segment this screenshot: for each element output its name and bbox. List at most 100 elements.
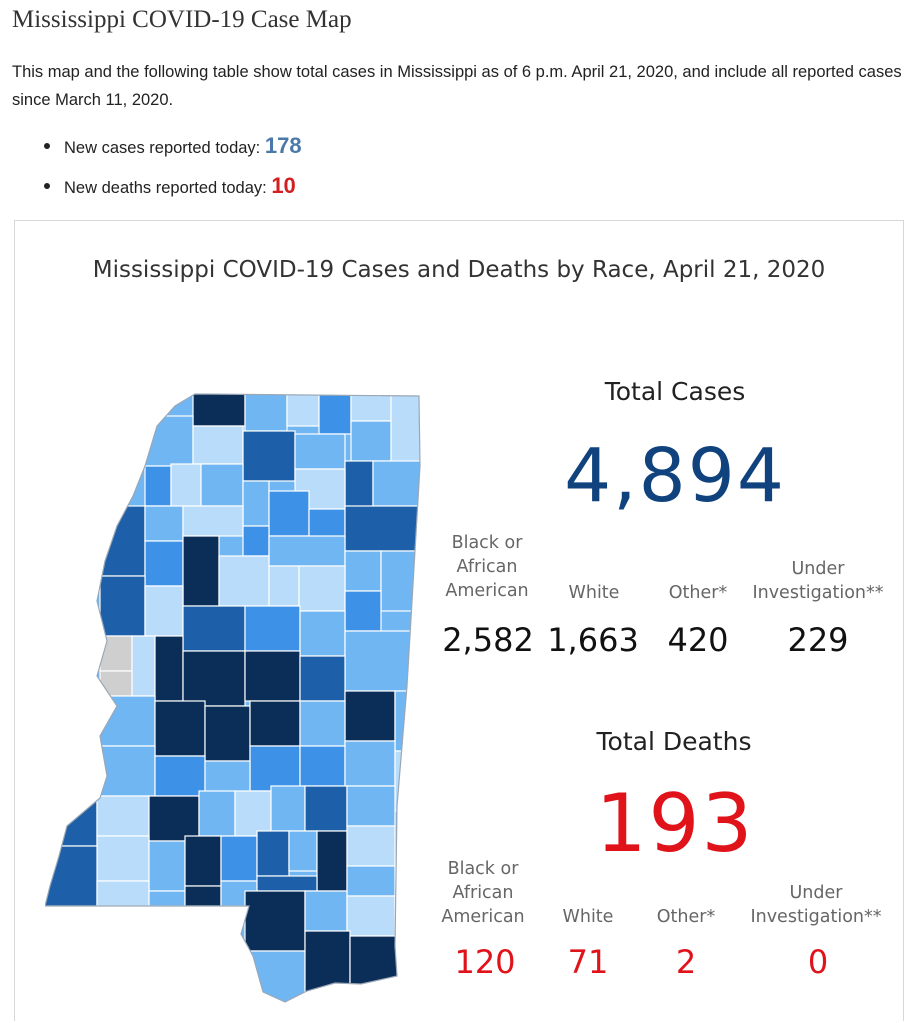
county-tile[interactable] xyxy=(394,690,435,752)
county-tile[interactable] xyxy=(390,386,435,467)
county-tile[interactable] xyxy=(99,575,146,637)
county-tile[interactable] xyxy=(249,745,301,792)
county-tile[interactable] xyxy=(270,785,306,832)
county-tile[interactable] xyxy=(299,655,346,702)
deaths-black-label: Black or African American xyxy=(441,859,525,927)
cases-under-investigation-label: Under Investigation** xyxy=(752,559,884,603)
county-tile[interactable] xyxy=(144,585,184,637)
county-tile[interactable] xyxy=(288,830,318,872)
new-deaths-label: New deaths reported today: xyxy=(64,179,267,197)
county-tile[interactable] xyxy=(244,386,288,432)
county-tile[interactable] xyxy=(144,505,184,542)
deaths-under-investigation-value: 0 xyxy=(807,943,829,981)
county-tile[interactable] xyxy=(268,490,310,537)
county-tile[interactable] xyxy=(198,790,236,837)
county-tile[interactable] xyxy=(350,386,392,422)
county-tile[interactable] xyxy=(350,420,392,462)
deaths-black-value: 120 xyxy=(454,943,516,981)
county-tile[interactable] xyxy=(74,745,156,797)
county-tile[interactable] xyxy=(184,835,222,887)
county-tile[interactable] xyxy=(344,630,435,692)
county-tile[interactable] xyxy=(304,930,351,1006)
county-tile[interactable] xyxy=(346,895,396,937)
new-deaths-value: 10 xyxy=(271,173,296,198)
county-tile[interactable] xyxy=(298,565,346,612)
county-tile[interactable] xyxy=(154,700,206,757)
county-tile[interactable] xyxy=(244,890,306,952)
county-tile[interactable] xyxy=(304,890,348,932)
county-tile[interactable] xyxy=(182,650,246,707)
county-tile[interactable] xyxy=(346,865,396,897)
county-tile[interactable] xyxy=(170,463,202,507)
county-tile[interactable] xyxy=(344,550,382,592)
county-tile[interactable] xyxy=(182,505,244,537)
county-tile[interactable] xyxy=(144,465,172,507)
county-tiles xyxy=(45,386,435,1006)
county-tile[interactable] xyxy=(148,890,186,907)
county-tile[interactable] xyxy=(99,670,133,697)
county-tile[interactable] xyxy=(344,505,435,552)
county-tile[interactable] xyxy=(154,755,206,797)
county-tile[interactable] xyxy=(234,790,272,837)
cases-other-value: 420 xyxy=(667,621,729,659)
county-tile[interactable] xyxy=(182,605,246,652)
county-tile[interactable] xyxy=(45,795,98,847)
county-tile[interactable] xyxy=(316,830,348,892)
county-tile[interactable] xyxy=(99,635,133,672)
county-tile[interactable] xyxy=(144,540,184,587)
county-tile[interactable] xyxy=(242,480,270,527)
county-tile[interactable] xyxy=(244,650,301,702)
deaths-under-investigation-label: Under Investigation** xyxy=(750,883,882,927)
county-tile[interactable] xyxy=(154,635,184,702)
cases-other-label: Other* xyxy=(668,583,728,603)
county-tile[interactable] xyxy=(299,610,346,657)
county-tile[interactable] xyxy=(344,460,374,512)
intro-text: This map and the following table show to… xyxy=(12,63,902,109)
county-tile[interactable] xyxy=(192,386,246,427)
county-tile[interactable] xyxy=(220,835,258,882)
county-tile[interactable] xyxy=(96,795,150,837)
county-tile[interactable] xyxy=(96,835,150,882)
total-deaths-heading: Total Deaths xyxy=(596,727,752,756)
county-tile[interactable] xyxy=(344,590,382,632)
county-tile[interactable] xyxy=(344,690,396,742)
county-tile[interactable] xyxy=(268,535,346,567)
county-tile[interactable] xyxy=(294,433,346,470)
new-cases-value: 178 xyxy=(264,133,302,158)
county-tile[interactable] xyxy=(380,550,435,612)
county-tile[interactable] xyxy=(204,705,251,762)
county-tile[interactable] xyxy=(349,935,435,1006)
county-tile[interactable] xyxy=(346,825,396,867)
county-tile[interactable] xyxy=(256,830,290,877)
county-tile[interactable] xyxy=(182,535,220,607)
county-tile[interactable] xyxy=(131,635,156,697)
new-cases-item: New cases reported today: 178 xyxy=(12,126,302,166)
county-tile[interactable] xyxy=(299,745,346,787)
total-cases-value: 4,894 xyxy=(564,433,786,519)
county-tile[interactable] xyxy=(200,463,244,507)
county-map[interactable] xyxy=(45,386,435,1006)
deaths-other-value: 2 xyxy=(675,943,697,981)
county-tile[interactable] xyxy=(256,875,318,892)
county-tile[interactable] xyxy=(96,880,150,907)
county-tile[interactable] xyxy=(372,460,435,507)
county-tile[interactable] xyxy=(318,386,352,435)
county-tile[interactable] xyxy=(249,700,301,747)
cases-white-value: 1,663 xyxy=(547,621,639,659)
county-tile[interactable] xyxy=(204,760,251,797)
county-tile[interactable] xyxy=(344,740,396,787)
county-tile[interactable] xyxy=(192,425,244,465)
county-tile[interactable] xyxy=(242,430,296,482)
county-tile[interactable] xyxy=(184,885,222,907)
county-tile[interactable] xyxy=(244,605,301,652)
county-tile[interactable] xyxy=(304,785,348,832)
county-tile[interactable] xyxy=(299,700,346,747)
county-tile[interactable] xyxy=(346,785,396,827)
county-tile[interactable] xyxy=(286,386,320,427)
county-tile[interactable] xyxy=(148,840,186,892)
deaths-other-label: Other* xyxy=(656,907,716,927)
county-tile[interactable] xyxy=(242,525,270,557)
county-tile[interactable] xyxy=(268,565,300,607)
county-tile[interactable] xyxy=(148,795,200,842)
county-tile[interactable] xyxy=(218,555,270,607)
